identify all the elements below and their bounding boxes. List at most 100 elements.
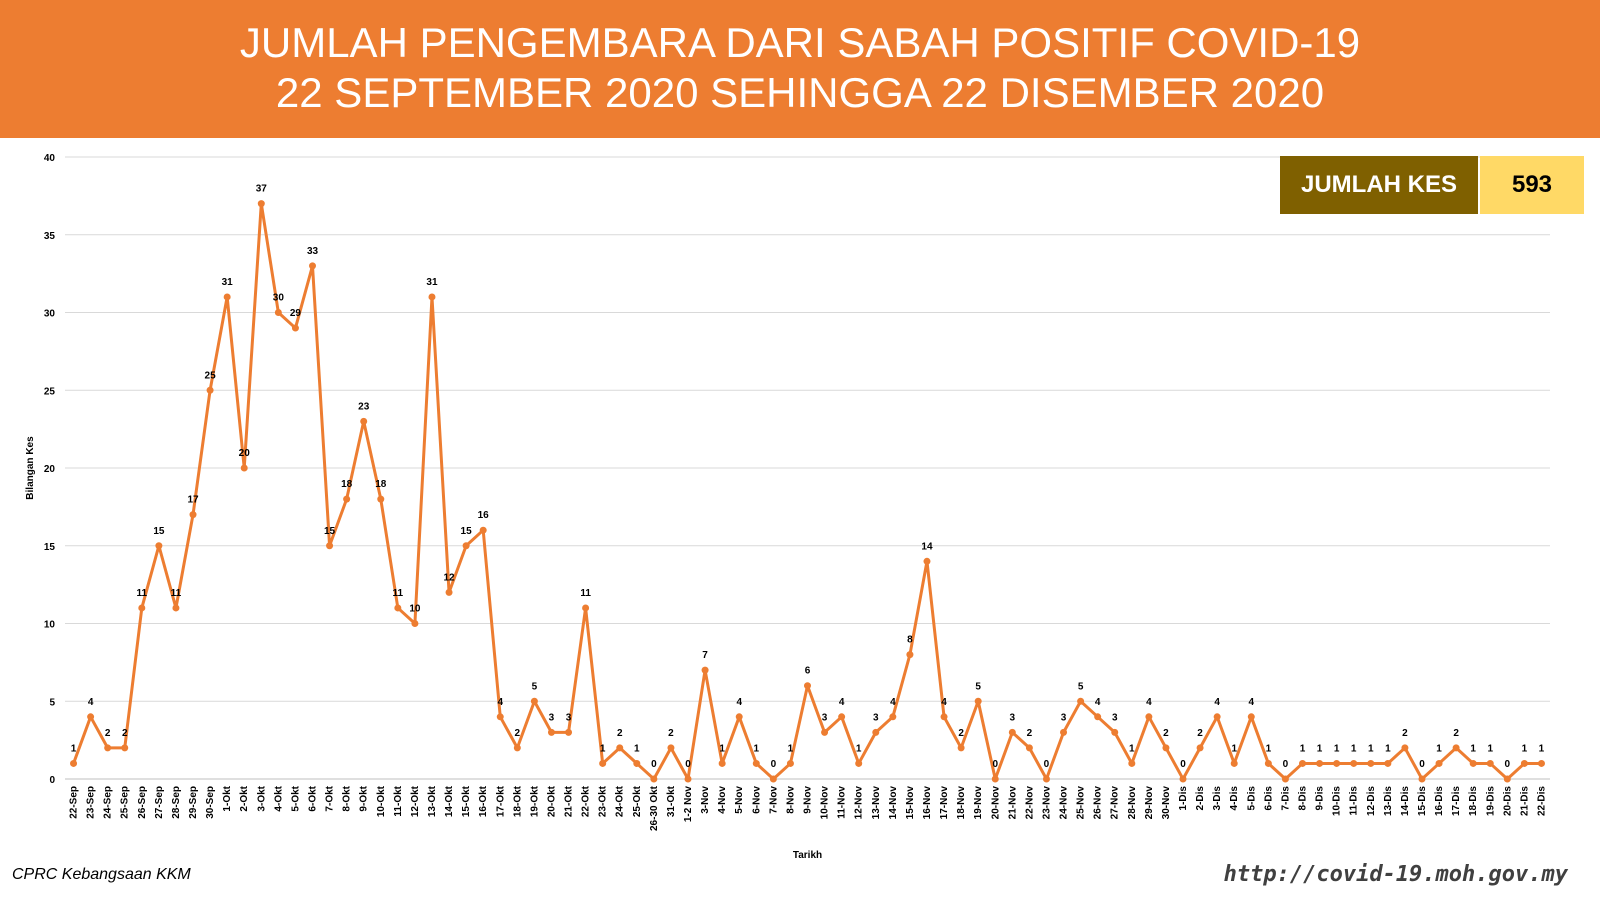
data-label: 4 (736, 697, 742, 708)
marker (1111, 728, 1119, 736)
data-label: 2 (1027, 728, 1033, 739)
data-label: 4 (1095, 697, 1101, 708)
marker (1264, 759, 1272, 767)
x-tick-label: 15-Okt (461, 785, 472, 817)
data-label: 15 (461, 526, 473, 537)
data-label: 12 (443, 572, 455, 583)
x-tick-label: 18-Nov (956, 786, 967, 820)
data-label: 7 (702, 650, 708, 661)
data-label: 3 (1010, 712, 1016, 723)
total-value: 593 (1480, 156, 1584, 214)
marker (1128, 759, 1136, 767)
x-tick-label: 8-Okt (342, 785, 353, 811)
marker (309, 262, 316, 270)
data-label: 37 (256, 184, 268, 195)
marker (1520, 759, 1528, 767)
data-label: 2 (617, 728, 623, 739)
data-label: 1 (1470, 743, 1476, 754)
x-tick-label: 21-Dis (1519, 786, 1530, 816)
marker (599, 759, 607, 767)
y-tick-label: 15 (44, 542, 56, 553)
marker (223, 293, 231, 301)
x-tick-label: 29-Sep (188, 786, 199, 819)
marker (582, 604, 590, 612)
marker (616, 744, 624, 752)
marker (530, 697, 538, 705)
x-tick-label: 24-Nov (1059, 786, 1070, 820)
marker (650, 775, 658, 783)
x-tick-label: 9-Dis (1315, 786, 1326, 811)
x-tick-label: 17-Nov (939, 786, 950, 820)
title: JUMLAH PENGEMBARA DARI SABAH POSITIF COV… (239, 19, 1361, 66)
x-tick-label: 10-Okt (376, 785, 387, 817)
data-label: 17 (187, 495, 199, 506)
x-tick-label: 12-Nov (854, 786, 865, 820)
marker (377, 495, 385, 503)
marker (1213, 713, 1221, 721)
data-label: 5 (1078, 681, 1084, 692)
marker (1469, 759, 1477, 767)
marker (667, 744, 675, 752)
data-label: 1 (719, 743, 725, 754)
data-label: 5 (532, 681, 538, 692)
x-tick-label: 27-Sep (154, 786, 165, 819)
data-label: 25 (205, 370, 217, 381)
x-tick-label: 22-Dis (1536, 786, 1547, 816)
data-label: 2 (1402, 728, 1408, 739)
marker (206, 386, 214, 394)
data-label: 1 (1266, 743, 1272, 754)
data-label: 33 (307, 246, 319, 257)
marker (1060, 728, 1068, 736)
x-tick-label: 7-Okt (325, 785, 336, 811)
data-label: 1 (1300, 743, 1306, 754)
x-tick-label: 5-Nov (734, 786, 745, 814)
x-tick-label: 19-Okt (529, 785, 540, 817)
x-tick-label: 8-Nov (785, 786, 796, 814)
data-label: 0 (1044, 759, 1050, 770)
x-tick-label: 9-Okt (359, 785, 370, 811)
x-tick-label: 20-Okt (546, 785, 557, 817)
x-tick-label: 16-Nov (922, 786, 933, 820)
marker (1162, 744, 1170, 752)
marker (974, 697, 982, 705)
data-label: 1 (634, 743, 640, 754)
marker (1486, 759, 1494, 767)
marker (1367, 759, 1375, 767)
data-label: 4 (1146, 697, 1152, 708)
x-tick-label: 24-Okt (615, 785, 626, 817)
data-label: 0 (992, 759, 998, 770)
data-label: 3 (873, 712, 879, 723)
data-label: 1 (1231, 743, 1237, 754)
x-tick-label: 15-Dis (1417, 786, 1428, 816)
marker (855, 759, 863, 767)
marker (1008, 728, 1016, 736)
x-tick-label: 24-Sep (103, 786, 114, 819)
x-tick-label: 19-Nov (973, 786, 984, 820)
x-tick-label: 21-Nov (1007, 786, 1018, 820)
marker (155, 542, 163, 550)
x-tick-label: 28-Nov (1127, 786, 1138, 820)
data-label: 2 (958, 728, 964, 739)
subtitle: 22 SEPTEMBER 2020 SEHINGGA 22 DISEMBER 2… (275, 69, 1325, 116)
marker (1350, 759, 1358, 767)
x-tick-label: 5-Okt (290, 785, 301, 811)
x-tick-label: 4-Okt (273, 785, 284, 811)
x-tick-label: 27-Nov (1110, 786, 1121, 820)
x-tick-label: 3-Okt (256, 785, 267, 811)
data-label: 11 (393, 588, 404, 599)
data-label: 23 (358, 401, 370, 412)
x-tick-label: 11-Okt (393, 785, 404, 816)
marker (872, 728, 880, 736)
data-label: 1 (1334, 743, 1340, 754)
data-label: 2 (515, 728, 521, 739)
data-label: 11 (580, 588, 591, 599)
data-label: 0 (651, 759, 657, 770)
data-label: 2 (1163, 728, 1169, 739)
x-tick-label: 1-Dis (1178, 786, 1189, 811)
x-tick-label: 22-Sep (69, 786, 80, 819)
marker (769, 775, 777, 783)
header: JUMLAH PENGEMBARA DARI SABAH POSITIF COV… (0, 0, 1600, 138)
x-tick-label: 14-Nov (888, 786, 899, 820)
marker (701, 666, 709, 674)
